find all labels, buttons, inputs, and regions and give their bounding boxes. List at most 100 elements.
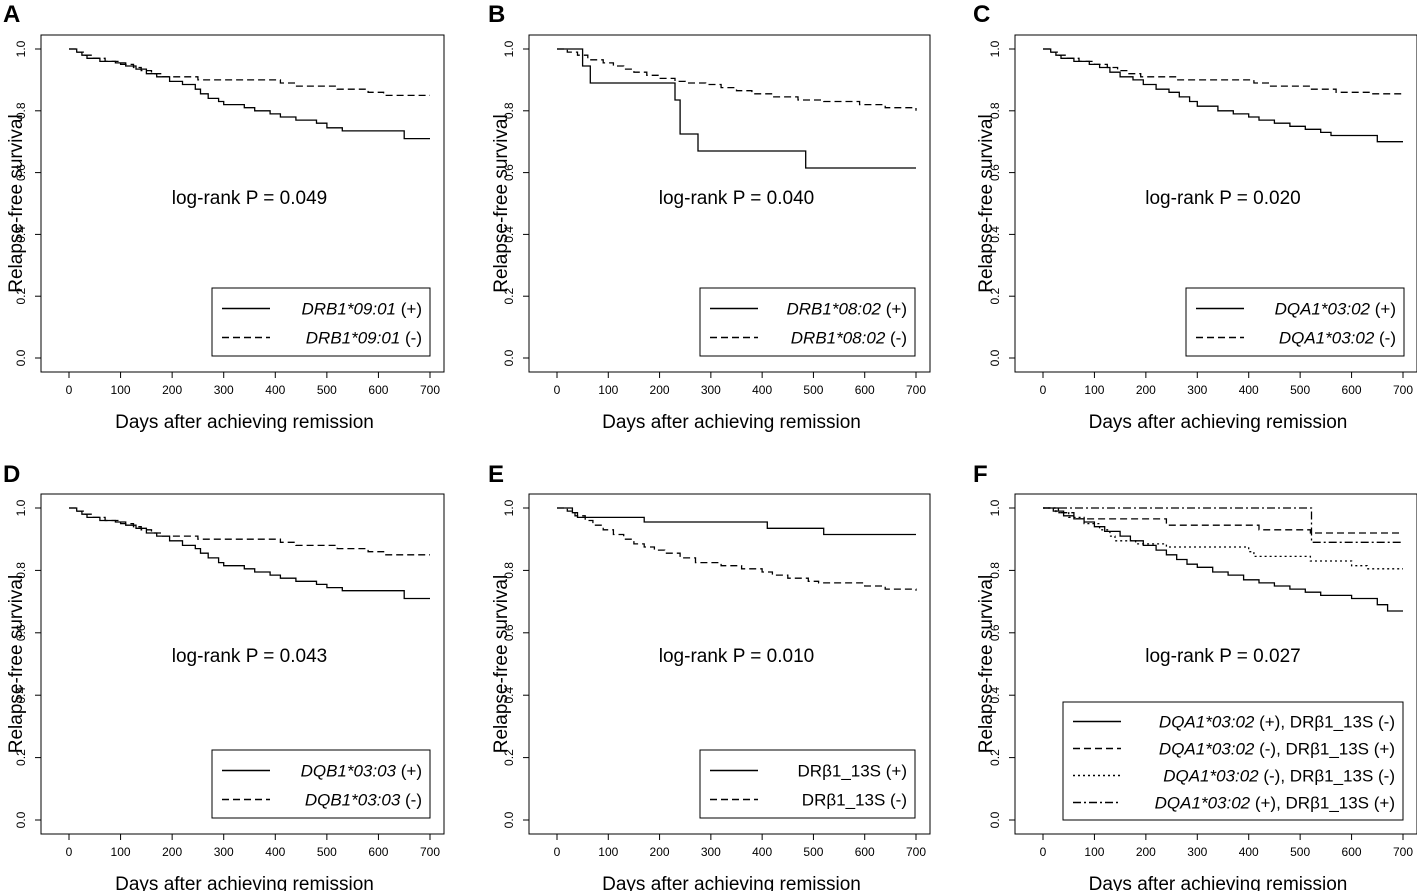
legend-suffix: (+), DRβ1_13S (-) xyxy=(1254,713,1395,732)
panel-a: A 0.0 0.2 0.4 0.6 0.8 1.0 0 100 200 300 400 500 600 70… xyxy=(3,1,445,433)
survival-curve-dashed xyxy=(69,48,430,97)
x-tick-label: 200 xyxy=(650,845,670,859)
x-tick-label: 500 xyxy=(1290,383,1310,397)
y-tick-label: 0.4 xyxy=(14,226,28,243)
y-axis-label: Relapse-free survival xyxy=(491,575,512,753)
legend-entry: DQA1*03:02 (+), DRβ1_13S (+) xyxy=(1155,794,1395,813)
panel-label: A xyxy=(3,1,20,28)
legend-entry: DQA1*03:02 (-), DRβ1_13S (-) xyxy=(1163,767,1395,786)
y-tick-label: 1.0 xyxy=(988,499,1002,516)
legend-suffix: DRβ1_13S (+) xyxy=(798,762,907,781)
survival-curve-solid xyxy=(69,507,430,600)
x-tick-label: 300 xyxy=(1187,383,1207,397)
legend-box xyxy=(699,287,916,357)
x-tick-label: 700 xyxy=(906,845,926,859)
x-axis-label: Days after achieving remission xyxy=(1089,874,1348,891)
y-tick-label: 0.6 xyxy=(988,624,1002,641)
x-tick-label: 400 xyxy=(752,845,772,859)
legend-entry: DQA1*03:02 (-), DRβ1_13S (+) xyxy=(1159,740,1395,759)
y-tick-label: 0.4 xyxy=(502,226,516,243)
legend-box xyxy=(211,287,431,357)
legend-suffix: (-) xyxy=(400,791,422,810)
panel-label: E xyxy=(488,461,504,488)
x-tick-label: 600 xyxy=(368,845,388,859)
legend-entry: DQB1*03:03 (+) xyxy=(301,762,422,781)
x-tick-label: 200 xyxy=(650,383,670,397)
y-tick-label: 0.8 xyxy=(988,102,1002,119)
survival-curve-solid xyxy=(557,48,916,169)
legend-entry: DQA1*03:02 (+), DRβ1_13S (-) xyxy=(1159,713,1395,732)
x-tick-label: 600 xyxy=(1342,383,1362,397)
survival-curve-dashed xyxy=(557,48,917,111)
panel-c: C 0.0 0.2 0.4 0.6 0.8 1.0 0 100 200 300 400 500 600 70… xyxy=(973,1,1417,433)
legend-suffix: (-), DRβ1_13S (-) xyxy=(1259,767,1395,786)
survival-curve-dashed xyxy=(1043,507,1403,534)
y-axis-label: Relapse-free survival xyxy=(6,114,27,292)
x-tick-label: 300 xyxy=(214,383,234,397)
panel-label: F xyxy=(973,461,988,488)
y-tick-label: 0.4 xyxy=(988,687,1002,704)
x-tick-label: 200 xyxy=(1136,383,1156,397)
log-rank-annotation: log-rank P = 0.049 xyxy=(172,188,327,209)
y-tick-label: 0.2 xyxy=(988,749,1002,766)
legend-gene: DQA1*03:02 xyxy=(1159,713,1255,732)
legend-suffix: (-) xyxy=(400,329,422,348)
survival-curve-dashed xyxy=(69,507,430,556)
y-tick-label: 0.0 xyxy=(502,349,516,366)
x-tick-label: 500 xyxy=(803,383,823,397)
x-tick-label: 700 xyxy=(420,845,440,859)
x-tick-label: 300 xyxy=(701,383,721,397)
y-tick-label: 0.6 xyxy=(502,624,516,641)
x-tick-label: 400 xyxy=(265,845,285,859)
log-rank-annotation: log-rank P = 0.040 xyxy=(659,188,814,209)
legend-entry: DRβ1_13S (+) xyxy=(798,762,907,781)
log-rank-annotation: log-rank P = 0.020 xyxy=(1145,188,1300,209)
y-tick-label: 1.0 xyxy=(14,499,28,516)
legend-entry: DRB1*09:01 (-) xyxy=(306,329,422,348)
y-axis-label: Relapse-free survival xyxy=(6,575,27,753)
x-axis-label: Days after achieving remission xyxy=(115,412,374,433)
legend-entry: DRB1*09:01 (+) xyxy=(302,300,423,319)
x-tick-label: 0 xyxy=(66,383,73,397)
x-tick-label: 0 xyxy=(554,845,561,859)
legend-entry: DRB1*08:02 (+) xyxy=(787,300,908,319)
y-tick-label: 0.2 xyxy=(14,288,28,305)
legend-suffix: (+) xyxy=(396,762,422,781)
x-tick-label: 600 xyxy=(855,845,875,859)
survival-curve-dashed xyxy=(1043,48,1403,95)
x-axis-label: Days after achieving remission xyxy=(602,874,861,891)
x-tick-label: 100 xyxy=(598,383,618,397)
x-tick-label: 500 xyxy=(803,845,823,859)
plot-frame xyxy=(40,34,445,373)
plot-frame xyxy=(40,493,445,835)
x-tick-label: 700 xyxy=(1393,383,1413,397)
survival-curve-dotted xyxy=(1043,507,1403,570)
y-axis-label: Relapse-free survival xyxy=(976,575,997,753)
y-axis-label: Relapse-free survival xyxy=(491,114,512,292)
y-tick-label: 0.2 xyxy=(988,288,1002,305)
panel-f: F 0.0 0.2 0.4 0.6 0.8 1.0 0 100 200 300 400 500 600 70… xyxy=(973,461,1417,891)
x-axis-label: Days after achieving remission xyxy=(115,874,374,891)
x-tick-label: 0 xyxy=(1040,845,1047,859)
x-tick-label: 100 xyxy=(111,383,131,397)
y-tick-label: 0.6 xyxy=(14,624,28,641)
x-tick-label: 100 xyxy=(111,845,131,859)
x-tick-label: 400 xyxy=(1239,845,1259,859)
y-tick-label: 0.0 xyxy=(988,811,1002,828)
x-tick-label: 0 xyxy=(1040,383,1047,397)
x-tick-label: 400 xyxy=(752,383,772,397)
x-tick-label: 500 xyxy=(317,845,337,859)
y-tick-label: 0.0 xyxy=(14,349,28,366)
legend-entry: DQB1*03:03 (-) xyxy=(305,791,422,810)
legend-suffix: (-), DRβ1_13S (+) xyxy=(1254,740,1395,759)
x-tick-label: 400 xyxy=(1239,383,1259,397)
y-tick-label: 0.2 xyxy=(502,288,516,305)
survival-curve-solid xyxy=(557,507,916,536)
x-tick-label: 700 xyxy=(906,383,926,397)
legend-gene: DQA1*03:02 xyxy=(1275,300,1371,319)
y-tick-label: 0.8 xyxy=(502,562,516,579)
x-tick-label: 200 xyxy=(162,383,182,397)
y-tick-label: 0.6 xyxy=(502,164,516,181)
legend-gene: DQB1*03:03 xyxy=(305,791,401,810)
y-tick-label: 0.2 xyxy=(502,749,516,766)
